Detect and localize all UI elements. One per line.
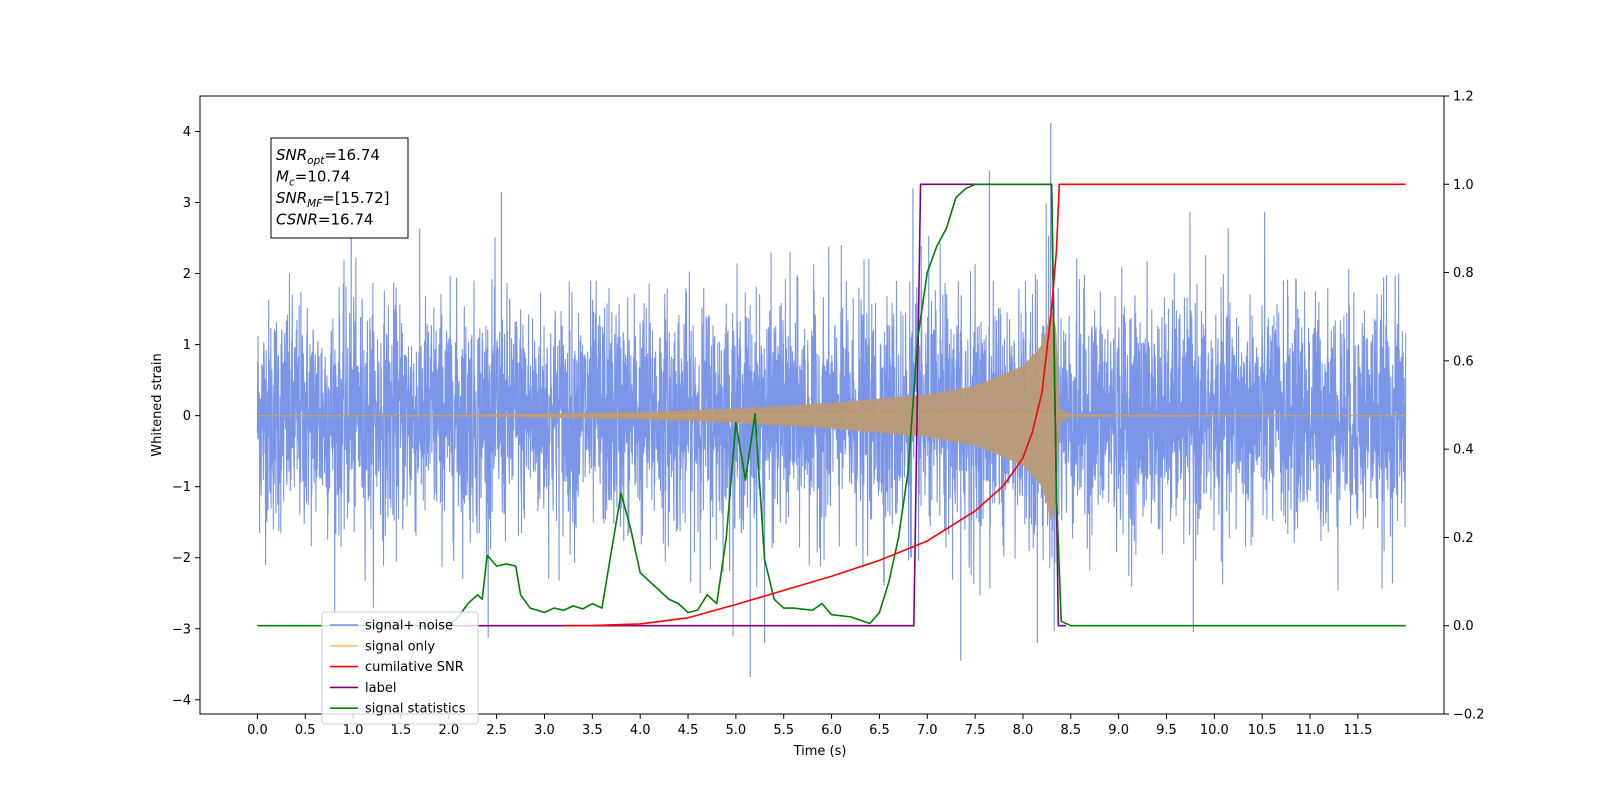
x-tick-label: 0.0	[247, 723, 268, 738]
x-tick-label: 4.5	[678, 723, 699, 738]
x-tick-label: 6.0	[821, 723, 842, 738]
y-right-tick-label: 1.2	[1453, 90, 1474, 105]
annotation-frame	[270, 137, 409, 239]
x-tick-label: 11.5	[1343, 723, 1372, 738]
x-tick-label: 5.5	[773, 723, 794, 738]
legend-frame	[321, 611, 479, 725]
annotation-line: Mc=10.74	[276, 168, 350, 189]
legend-entry: signal statistics	[365, 702, 466, 717]
x-tick-label: 1.5	[391, 723, 412, 738]
x-tick-label: 3.0	[534, 723, 555, 738]
x-tick-label: 9.0	[1108, 723, 1129, 738]
y-left-tick-label: −3	[172, 622, 191, 637]
x-tick-label: 5.0	[726, 723, 747, 738]
y-left-tick-label: 1	[183, 338, 191, 353]
y-axis-left: 4 3 2 1 0 −1 −2 −3 −4	[172, 125, 200, 708]
legend-entry: cumilative SNR	[365, 660, 464, 675]
x-tick-label: 10.5	[1248, 723, 1277, 738]
x-tick-label: 11.0	[1296, 723, 1325, 738]
x-tick-label: 9.5	[1156, 723, 1177, 738]
y-left-tick-label: 4	[183, 125, 191, 140]
x-tick-label: 2.5	[486, 723, 507, 738]
x-tick-label: 7.5	[965, 723, 986, 738]
x-axis-label: Time (s)	[793, 744, 847, 759]
x-tick-label: 8.5	[1060, 723, 1081, 738]
legend-entry: signal only	[365, 639, 435, 654]
x-tick-label: 0.5	[295, 723, 316, 738]
y-axis-right: 1.2 1.0 0.8 0.6 0.4 0.2 0.0 −0.2	[1444, 90, 1485, 723]
y-left-tick-label: −2	[172, 551, 191, 566]
y-axis-label-left: Whitened strain	[150, 353, 165, 456]
x-tick-label: 4.0	[630, 723, 651, 738]
y-right-tick-label: 0.0	[1453, 619, 1474, 634]
y-left-tick-label: 0	[183, 409, 191, 424]
x-tick-label: 10.0	[1200, 723, 1229, 738]
y-right-tick-label: 0.6	[1453, 354, 1474, 369]
annotation-line: SNRopt=16.74	[276, 146, 380, 167]
y-right-tick-label: 0.2	[1453, 531, 1474, 546]
y-right-tick-label: 1.0	[1453, 178, 1474, 193]
y-right-tick-label: 0.8	[1453, 266, 1474, 281]
series-line-4	[257, 183, 1406, 627]
x-tick-label: 2.0	[438, 723, 459, 738]
right-axis-series	[257, 183, 1406, 627]
annotation-line: SNRMF=[15.72]	[276, 189, 390, 210]
x-tick-label: 3.5	[582, 723, 603, 738]
y-left-tick-label: −4	[172, 693, 191, 708]
legend-entry: signal+ noise	[365, 619, 453, 634]
annotation-line: CSNR=16.74	[276, 211, 373, 229]
legend-entry: label	[365, 681, 396, 696]
y-right-tick-label: −0.2	[1453, 708, 1485, 723]
y-left-tick-label: 3	[183, 196, 191, 211]
y-left-tick-label: −1	[172, 480, 191, 495]
legend: signal+ noise signal only cumilative SNR la…	[321, 611, 479, 725]
plot-frame	[199, 95, 1445, 715]
x-tick-label: 1.0	[343, 723, 364, 738]
y-left-tick-label: 2	[183, 267, 191, 282]
series-line-2	[563, 183, 1406, 627]
x-tick-label: 6.5	[869, 723, 890, 738]
series-signal-noise	[256, 122, 1407, 678]
snr-annotation-box: SNRopt=16.74Mc=10.74SNRMF=[15.72]CSNR=16…	[270, 137, 409, 239]
y-right-tick-label: 0.4	[1453, 443, 1474, 458]
series-signal-only	[257, 311, 1406, 520]
x-tick-label: 7.0	[917, 723, 938, 738]
x-tick-label: 8.0	[1013, 723, 1034, 738]
